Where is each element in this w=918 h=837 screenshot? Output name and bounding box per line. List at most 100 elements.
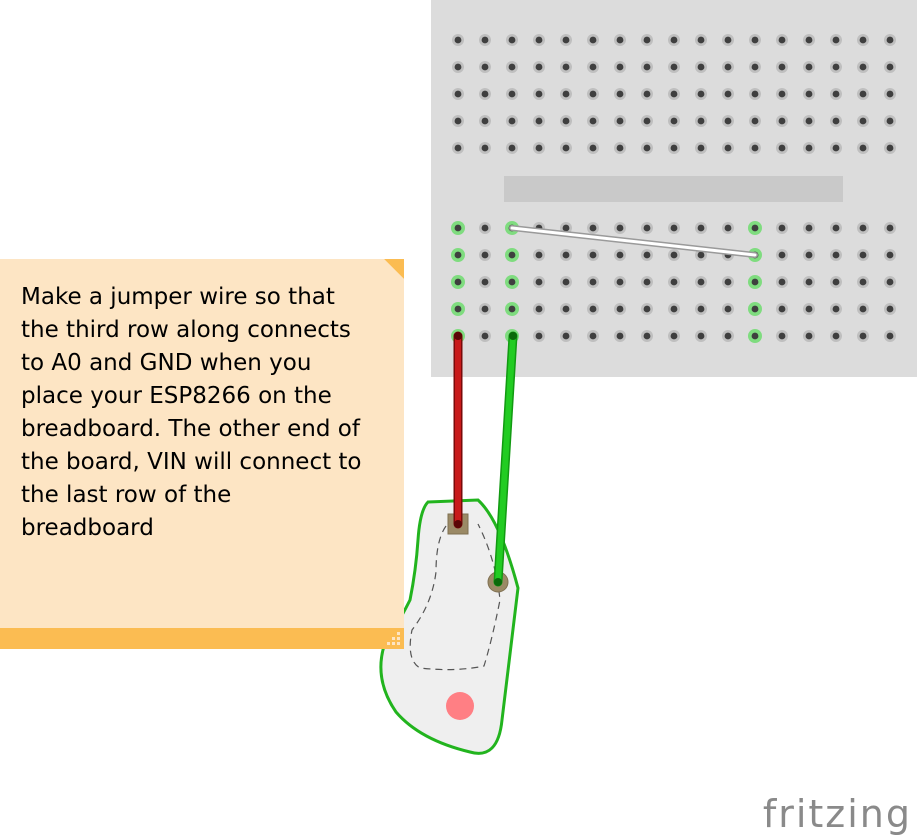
breadboard-hole[interactable] [832,117,840,125]
breadboard-hole[interactable] [643,117,651,125]
breadboard-hole[interactable] [778,117,786,125]
breadboard-hole[interactable] [670,90,678,98]
breadboard-hole[interactable] [508,63,516,71]
breadboard-hole[interactable] [751,144,759,152]
breadboard-hole[interactable] [481,251,489,259]
breadboard-hole[interactable] [697,332,705,340]
breadboard-hole[interactable] [562,117,570,125]
breadboard-hole[interactable] [562,305,570,313]
breadboard-hole[interactable] [535,332,543,340]
breadboard-hole[interactable] [778,332,786,340]
breadboard-hole[interactable] [697,278,705,286]
breadboard-hole[interactable] [859,90,867,98]
breadboard-hole[interactable] [724,117,732,125]
breadboard-hole[interactable] [643,224,651,232]
breadboard-hole[interactable] [562,251,570,259]
breadboard-hole[interactable] [805,332,813,340]
breadboard-hole[interactable] [454,90,462,98]
breadboard-hole[interactable] [751,332,759,340]
breadboard-hole[interactable] [616,278,624,286]
breadboard-hole[interactable] [751,90,759,98]
breadboard-hole[interactable] [562,36,570,44]
breadboard-hole[interactable] [589,332,597,340]
breadboard-hole[interactable] [562,63,570,71]
breadboard-hole[interactable] [508,144,516,152]
breadboard-hole[interactable] [832,224,840,232]
breadboard-hole[interactable] [481,305,489,313]
breadboard-hole[interactable] [724,332,732,340]
breadboard-hole[interactable] [589,278,597,286]
breadboard-hole[interactable] [643,278,651,286]
breadboard-hole[interactable] [589,90,597,98]
breadboard-hole[interactable] [859,117,867,125]
breadboard-hole[interactable] [535,251,543,259]
breadboard-hole[interactable] [805,278,813,286]
breadboard-hole[interactable] [508,305,516,313]
breadboard-hole[interactable] [805,117,813,125]
breadboard-hole[interactable] [535,90,543,98]
breadboard-hole[interactable] [886,117,894,125]
breadboard-hole[interactable] [886,36,894,44]
breadboard-hole[interactable] [697,117,705,125]
breadboard-hole[interactable] [859,251,867,259]
breadboard-hole[interactable] [886,251,894,259]
breadboard-hole[interactable] [751,117,759,125]
breadboard-hole[interactable] [670,251,678,259]
breadboard-hole[interactable] [697,251,705,259]
breadboard-hole[interactable] [778,251,786,259]
breadboard-hole[interactable] [886,224,894,232]
breadboard-hole[interactable] [724,63,732,71]
breadboard-hole[interactable] [670,305,678,313]
breadboard-hole[interactable] [454,63,462,71]
breadboard-hole[interactable] [535,144,543,152]
breadboard-hole[interactable] [616,90,624,98]
breadboard-hole[interactable] [859,36,867,44]
breadboard-hole[interactable] [859,332,867,340]
breadboard-hole[interactable] [508,36,516,44]
breadboard-hole[interactable] [697,63,705,71]
breadboard-hole[interactable] [859,278,867,286]
breadboard-hole[interactable] [454,278,462,286]
breadboard-hole[interactable] [886,90,894,98]
breadboard-hole[interactable] [589,36,597,44]
breadboard-hole[interactable] [589,63,597,71]
breadboard-hole[interactable] [643,144,651,152]
breadboard-hole[interactable] [751,36,759,44]
breadboard-hole[interactable] [724,224,732,232]
breadboard-hole[interactable] [805,90,813,98]
breadboard-hole[interactable] [454,144,462,152]
breadboard-hole[interactable] [562,144,570,152]
breadboard-hole[interactable] [859,224,867,232]
breadboard-hole[interactable] [670,278,678,286]
breadboard-hole[interactable] [616,305,624,313]
breadboard-hole[interactable] [697,36,705,44]
breadboard-hole[interactable] [697,144,705,152]
breadboard-hole[interactable] [643,305,651,313]
breadboard-hole[interactable] [805,305,813,313]
breadboard-hole[interactable] [562,90,570,98]
breadboard-hole[interactable] [562,332,570,340]
breadboard-hole[interactable] [670,144,678,152]
breadboard-hole[interactable] [859,305,867,313]
breadboard-hole[interactable] [670,36,678,44]
breadboard-hole[interactable] [481,278,489,286]
breadboard-hole[interactable] [805,36,813,44]
breadboard-hole[interactable] [454,36,462,44]
breadboard-hole[interactable] [643,63,651,71]
breadboard-hole[interactable] [454,117,462,125]
breadboard-hole[interactable] [832,305,840,313]
breadboard-hole[interactable] [805,251,813,259]
breadboard-hole[interactable] [778,36,786,44]
breadboard-hole[interactable] [616,117,624,125]
breadboard-hole[interactable] [454,224,462,232]
breadboard-hole[interactable] [508,278,516,286]
breadboard-hole[interactable] [832,278,840,286]
breadboard-hole[interactable] [589,305,597,313]
breadboard-hole[interactable] [562,224,570,232]
breadboard-hole[interactable] [832,36,840,44]
breadboard-hole[interactable] [481,90,489,98]
breadboard-hole[interactable] [886,144,894,152]
breadboard-hole[interactable] [508,90,516,98]
breadboard-hole[interactable] [805,144,813,152]
breadboard-hole[interactable] [724,144,732,152]
